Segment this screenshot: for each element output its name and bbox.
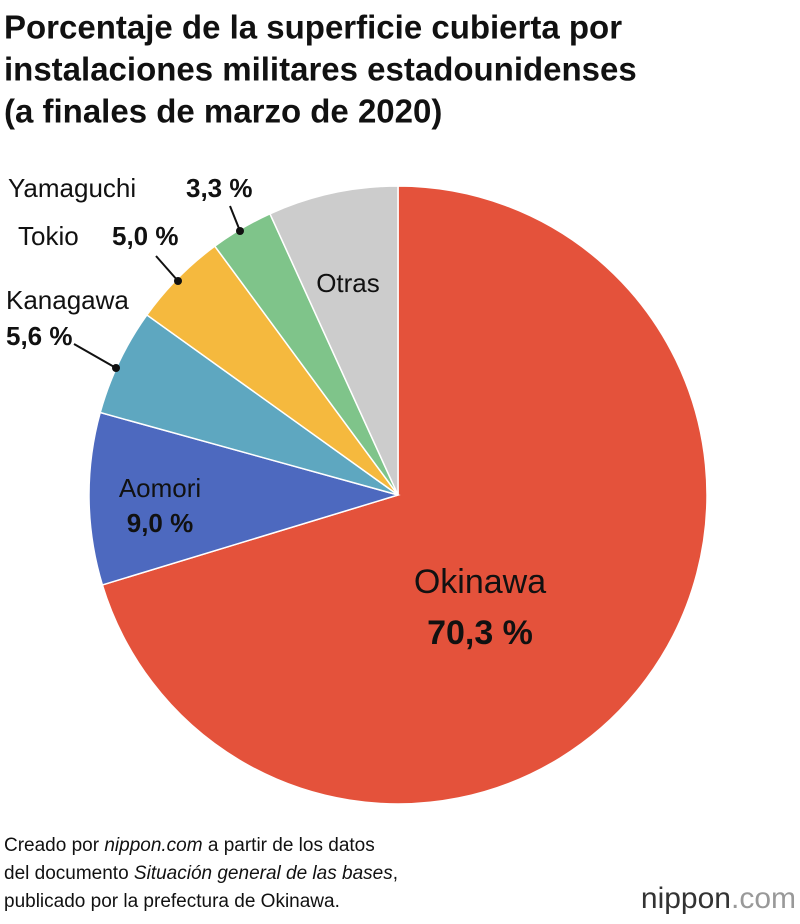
source-text: Situación general de las bases bbox=[134, 863, 393, 884]
source-text: , bbox=[393, 863, 398, 884]
value-label: 9,0 % bbox=[127, 508, 194, 538]
leader-dot bbox=[174, 277, 182, 285]
leader-line bbox=[155, 255, 179, 282]
chart-title: Porcentaje de la superficie cubierta por bbox=[4, 9, 622, 46]
slice-label: Yamaguchi bbox=[8, 173, 136, 203]
chart-title: (a finales de marzo de 2020) bbox=[4, 93, 442, 130]
leader-line bbox=[229, 205, 241, 232]
slice-label: Okinawa bbox=[414, 563, 546, 601]
source-text: a partir de los datos bbox=[203, 835, 375, 856]
value-label: 3,3 % bbox=[186, 173, 253, 203]
leader-dot bbox=[236, 227, 244, 235]
slice-label: Aomori bbox=[119, 473, 201, 503]
source: Creado por nippon.com a partir de los da… bbox=[4, 835, 375, 856]
source-text: nippon.com bbox=[104, 835, 202, 856]
source: publicado por la prefectura de Okinawa. bbox=[4, 891, 340, 912]
value-label: 5,0 % bbox=[112, 221, 179, 251]
slice-label: Kanagawa bbox=[6, 285, 129, 315]
slice-label: Otras bbox=[316, 268, 380, 298]
source-text: publicado por la prefectura de Okinawa. bbox=[4, 891, 340, 912]
source-text: Creado por bbox=[4, 835, 104, 856]
pie-slice bbox=[268, 185, 399, 496]
value-label: 70,3 % bbox=[427, 614, 533, 652]
pie-slice bbox=[101, 185, 708, 805]
leader-dot bbox=[112, 364, 120, 372]
source-text: del documento bbox=[4, 863, 134, 884]
leader-line bbox=[73, 343, 117, 369]
slice-label: Tokio bbox=[18, 221, 79, 251]
logo-text: .com bbox=[731, 882, 796, 915]
logo: nippon.com bbox=[641, 882, 796, 915]
pie-slice bbox=[88, 411, 401, 586]
value-label: 5,6 % bbox=[6, 321, 73, 351]
chart-title: instalaciones militares estadounidenses bbox=[4, 51, 637, 88]
logo-text: nippon bbox=[641, 882, 731, 915]
source: del documento Situación general de las b… bbox=[4, 863, 398, 884]
